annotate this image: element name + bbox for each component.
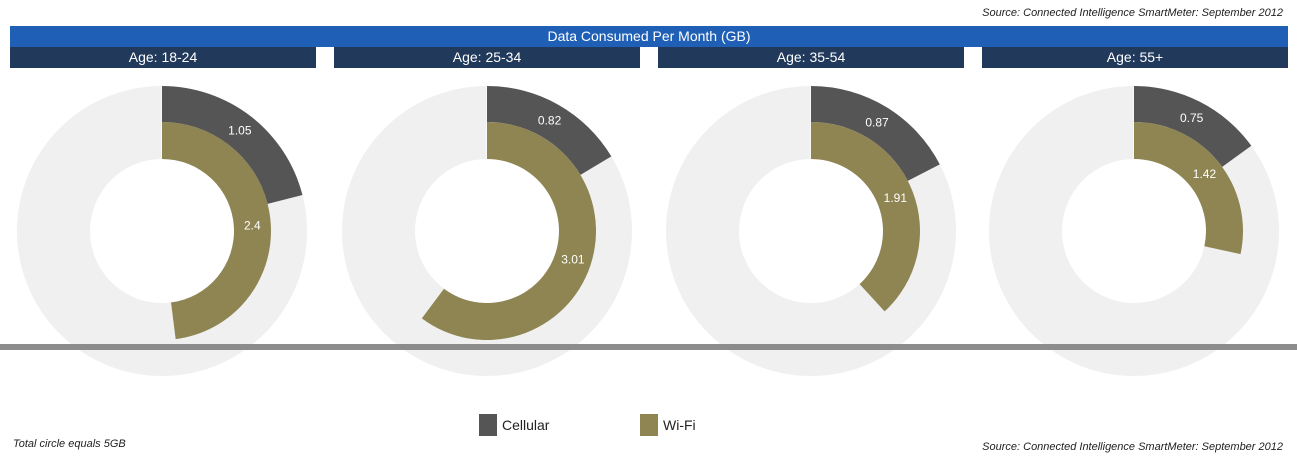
cellular-arc <box>162 86 303 204</box>
footnote: Total circle equals 5GB <box>13 438 126 450</box>
chart-title: Data Consumed Per Month (GB) <box>10 26 1288 47</box>
age-header-25-34: Age: 25-34 <box>334 47 640 68</box>
wifi-value-label: 3.01 <box>561 253 585 267</box>
wifi-arc <box>811 122 920 312</box>
wifi-arc <box>162 122 271 340</box>
cellular-value-label: 0.82 <box>538 113 562 127</box>
legend-item-wifi: Wi-Fi <box>640 414 696 436</box>
cellular-arc <box>811 86 940 181</box>
source-note-top: Source: Connected Intelligence SmartMete… <box>982 7 1283 19</box>
age-header-35-54: Age: 35-54 <box>658 47 964 68</box>
wifi-value-label: 1.91 <box>884 191 908 205</box>
age-header-18-24: Age: 18-24 <box>10 47 316 68</box>
divider-bar <box>0 344 1297 350</box>
wifi-value-label: 1.42 <box>1193 167 1217 181</box>
legend-item-cellular: Cellular <box>479 414 549 436</box>
cellular-value-label: 1.05 <box>228 124 252 138</box>
legend-swatch-wifi <box>640 414 658 436</box>
wifi-value-label: 2.4 <box>244 218 261 232</box>
source-note-bottom: Source: Connected Intelligence SmartMete… <box>982 441 1283 453</box>
wifi-arc <box>421 122 596 340</box>
cellular-arc <box>1134 86 1252 167</box>
wifi-arc <box>1134 122 1243 255</box>
cellular-value-label: 0.75 <box>1180 111 1204 125</box>
cellular-value-label: 0.87 <box>865 116 889 130</box>
legend-swatch-cellular <box>479 414 497 436</box>
legend-label-cellular: Cellular <box>502 417 550 433</box>
age-header-55-plus: Age: 55+ <box>982 47 1288 68</box>
cellular-arc <box>487 86 612 175</box>
legend-label-wifi: Wi-Fi <box>663 417 696 433</box>
